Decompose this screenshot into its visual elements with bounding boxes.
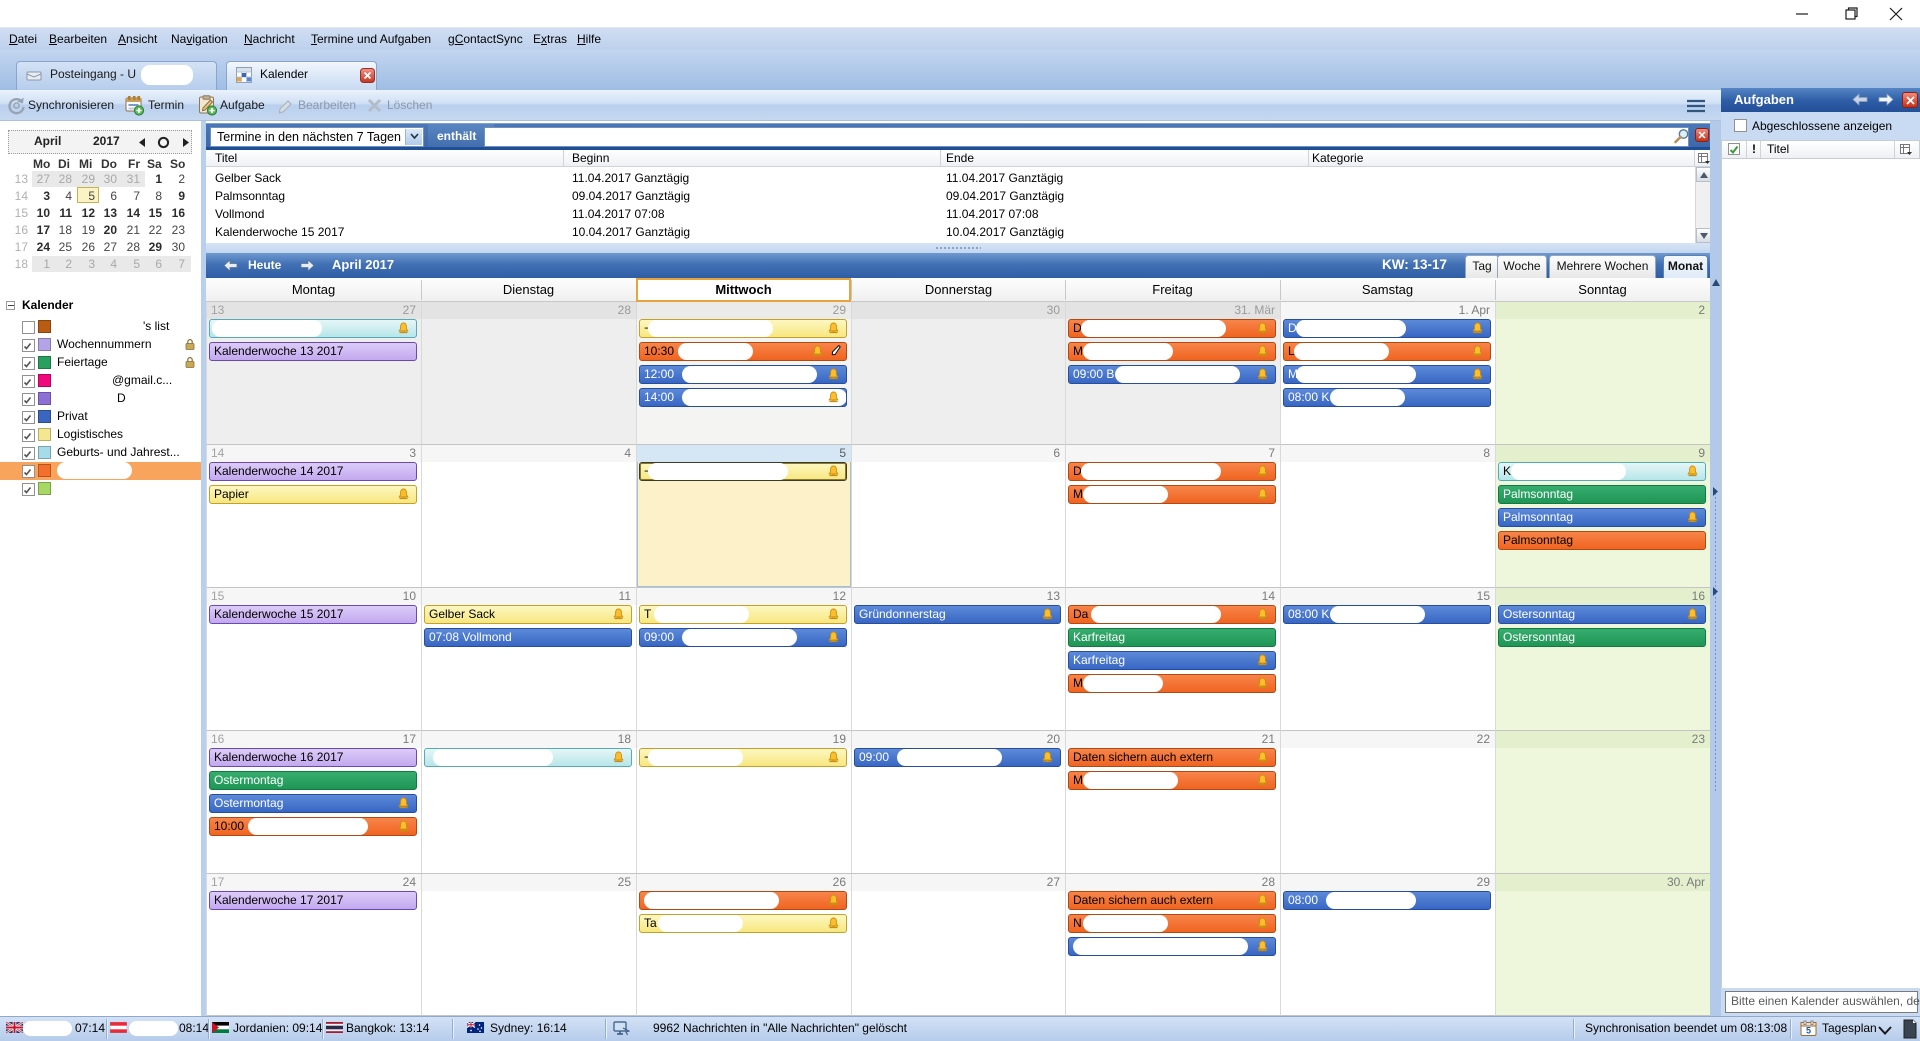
svg-text:5: 5: [1806, 1026, 1811, 1036]
